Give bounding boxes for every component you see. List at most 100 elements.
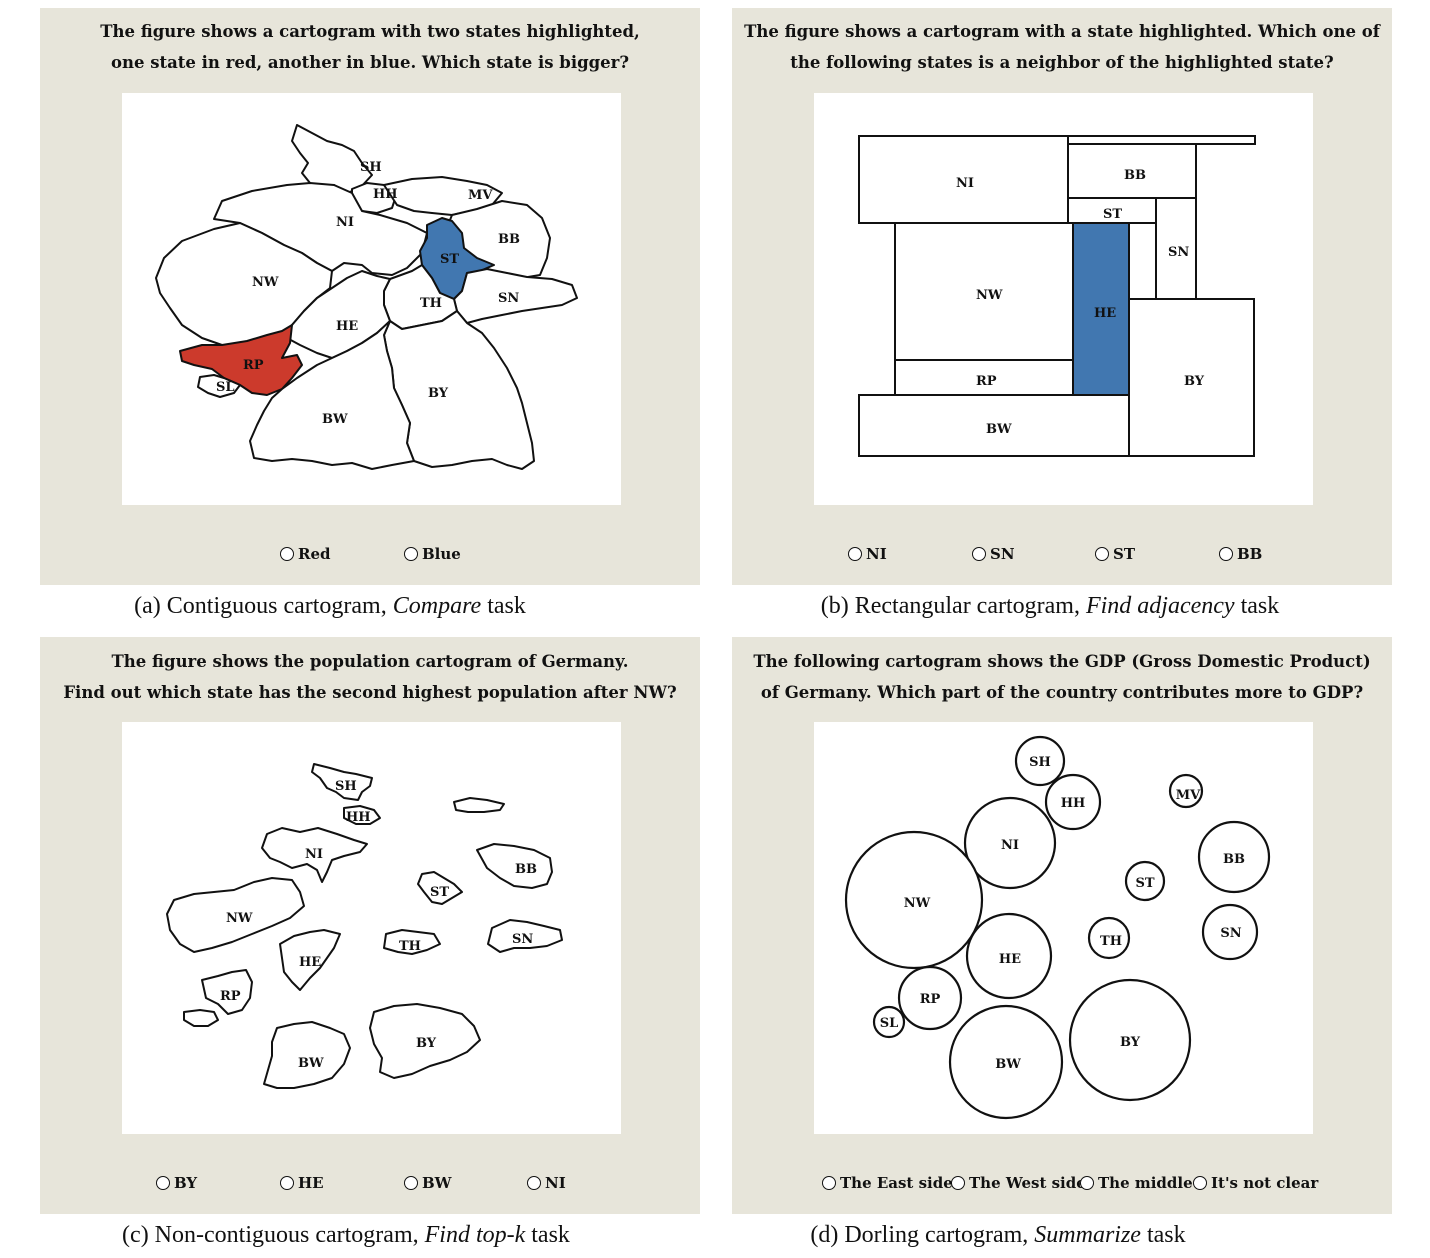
radio-icon[interactable] bbox=[951, 1176, 965, 1190]
label-a-mv: MV bbox=[468, 188, 493, 203]
radio-icon[interactable] bbox=[280, 547, 294, 561]
state-sl bbox=[197, 374, 241, 398]
caption-c: (c) Non-contiguous cartogram, Find top-k… bbox=[56, 1222, 636, 1249]
option-bw[interactable]: BW bbox=[404, 1174, 452, 1192]
option-red[interactable]: Red bbox=[280, 545, 331, 563]
option-sn[interactable]: SN bbox=[972, 545, 1015, 563]
shape-c-th bbox=[383, 929, 441, 955]
option-he[interactable]: HE bbox=[280, 1174, 324, 1192]
rect-by bbox=[1128, 298, 1255, 457]
option-blue-label: Blue bbox=[422, 545, 461, 563]
circle-bw bbox=[948, 1004, 1064, 1120]
label-b-bb: BB bbox=[1124, 168, 1146, 183]
option-bb[interactable]: BB bbox=[1219, 545, 1262, 563]
option-he-label: HE bbox=[298, 1174, 324, 1192]
rect-bw bbox=[858, 394, 1130, 457]
shape-c-st bbox=[417, 871, 463, 905]
option-ni[interactable]: NI bbox=[848, 545, 887, 563]
option-west[interactable]: The West side bbox=[951, 1174, 1086, 1192]
panel-a: The figure shows a cartogram with two st… bbox=[40, 8, 700, 585]
label-c-rp: RP bbox=[220, 989, 241, 1004]
non-contiguous-cartogram-svg: SH HH NI BB ST NW TH SN HE RP BY BW bbox=[166, 763, 563, 1089]
label-b-ni: NI bbox=[956, 176, 974, 191]
circle-he bbox=[965, 912, 1053, 1000]
state-rp bbox=[179, 324, 303, 396]
option-middle-label: The middle bbox=[1098, 1174, 1193, 1192]
label-c-sn: SN bbox=[512, 932, 533, 947]
shape-c-by bbox=[369, 1003, 481, 1079]
option-sn-label: SN bbox=[990, 545, 1015, 563]
label-a-st: ST bbox=[440, 252, 459, 267]
label-c-he: HE bbox=[299, 955, 321, 970]
label-d-nw: NW bbox=[904, 896, 931, 911]
dorling-cartogram-svg: SH HH MV NI BB ST NW TH SN HE RP SL BY B… bbox=[844, 735, 1271, 1120]
label-d-ni: NI bbox=[1001, 838, 1019, 853]
radio-icon[interactable] bbox=[1080, 1176, 1094, 1190]
radio-icon[interactable] bbox=[1219, 547, 1233, 561]
radio-icon[interactable] bbox=[848, 547, 862, 561]
option-blue[interactable]: Blue bbox=[404, 545, 461, 563]
caption-d-prefix: (d) Dorling cartogram, bbox=[810, 1222, 1035, 1248]
radio-icon[interactable] bbox=[404, 1176, 418, 1190]
circle-mv bbox=[1168, 773, 1204, 809]
option-st[interactable]: ST bbox=[1095, 545, 1135, 563]
option-st-label: ST bbox=[1113, 545, 1135, 563]
label-c-hh: HH bbox=[346, 810, 371, 825]
caption-b-suffix: task bbox=[1234, 593, 1280, 619]
circle-sh bbox=[1014, 735, 1066, 787]
shape-c-ni bbox=[261, 827, 368, 883]
option-west-label: The West side bbox=[969, 1174, 1086, 1192]
question-b-line2: the following states is a neighbor of th… bbox=[790, 53, 1334, 72]
rect-sn bbox=[1155, 197, 1197, 300]
question-a: The figure shows a cartogram with two st… bbox=[40, 16, 700, 78]
radio-icon[interactable] bbox=[404, 547, 418, 561]
question-d-line2: of Germany. Which part of the country co… bbox=[760, 683, 1364, 702]
question-b-line1: The figure shows a cartogram with a stat… bbox=[744, 22, 1380, 41]
option-ni-c[interactable]: NI bbox=[527, 1174, 566, 1192]
question-c: The figure shows the population cartogra… bbox=[40, 646, 700, 708]
label-b-he: HE bbox=[1094, 306, 1116, 321]
label-b-nw: NW bbox=[976, 288, 1003, 303]
radio-icon[interactable] bbox=[1095, 547, 1109, 561]
rectangular-cartogram: NI BB ST SN NW HE RP BY BW bbox=[814, 93, 1313, 505]
question-c-line1: The figure shows the population cartogra… bbox=[111, 652, 629, 671]
radio-icon[interactable] bbox=[1193, 1176, 1207, 1190]
caption-c-suffix: task bbox=[525, 1222, 570, 1248]
option-east[interactable]: The East side bbox=[822, 1174, 953, 1192]
option-bw-label: BW bbox=[422, 1174, 452, 1192]
option-not-clear[interactable]: It's not clear bbox=[1193, 1174, 1318, 1192]
option-east-label: The East side bbox=[840, 1174, 953, 1192]
radio-icon[interactable] bbox=[156, 1176, 170, 1190]
circle-rp bbox=[897, 965, 963, 1031]
option-middle[interactable]: The middle bbox=[1080, 1174, 1193, 1192]
label-b-rp: RP bbox=[976, 374, 997, 389]
label-c-nw: NW bbox=[226, 911, 253, 926]
option-red-label: Red bbox=[298, 545, 331, 563]
caption-a-task: Compare bbox=[392, 593, 482, 619]
label-a-sl: SL bbox=[216, 380, 235, 395]
label-b-sn: SN bbox=[1168, 245, 1189, 260]
label-a-nw: NW bbox=[252, 275, 279, 290]
question-d: The following cartogram shows the GDP (G… bbox=[732, 646, 1392, 708]
caption-d-suffix: task bbox=[1140, 1222, 1186, 1248]
label-d-by: BY bbox=[1120, 1035, 1141, 1050]
label-d-sn: SN bbox=[1220, 926, 1241, 941]
contiguous-cartogram: SH HH MV NI BB ST NW SN TH HE RP SL BY B… bbox=[122, 93, 621, 505]
label-a-th: TH bbox=[420, 296, 442, 311]
radio-icon[interactable] bbox=[822, 1176, 836, 1190]
circle-nw bbox=[844, 830, 984, 970]
option-by[interactable]: BY bbox=[156, 1174, 197, 1192]
radio-icon[interactable] bbox=[527, 1176, 541, 1190]
caption-a: (a) Contiguous cartogram, Compare task bbox=[40, 593, 620, 620]
rect-rp bbox=[894, 359, 1074, 396]
circle-th bbox=[1087, 916, 1131, 960]
rect-strip bbox=[1067, 135, 1256, 145]
caption-b-prefix: (b) Rectangular cartogram, bbox=[820, 593, 1086, 619]
label-c-bb: BB bbox=[515, 862, 537, 877]
panel-c: The figure shows the population cartogra… bbox=[40, 637, 700, 1214]
radio-icon[interactable] bbox=[280, 1176, 294, 1190]
radio-icon[interactable] bbox=[972, 547, 986, 561]
shape-c-mv bbox=[453, 797, 505, 813]
label-a-rp: RP bbox=[243, 358, 264, 373]
contiguous-cartogram-svg: SH HH MV NI BB ST NW SN TH HE RP SL BY B… bbox=[155, 124, 578, 470]
